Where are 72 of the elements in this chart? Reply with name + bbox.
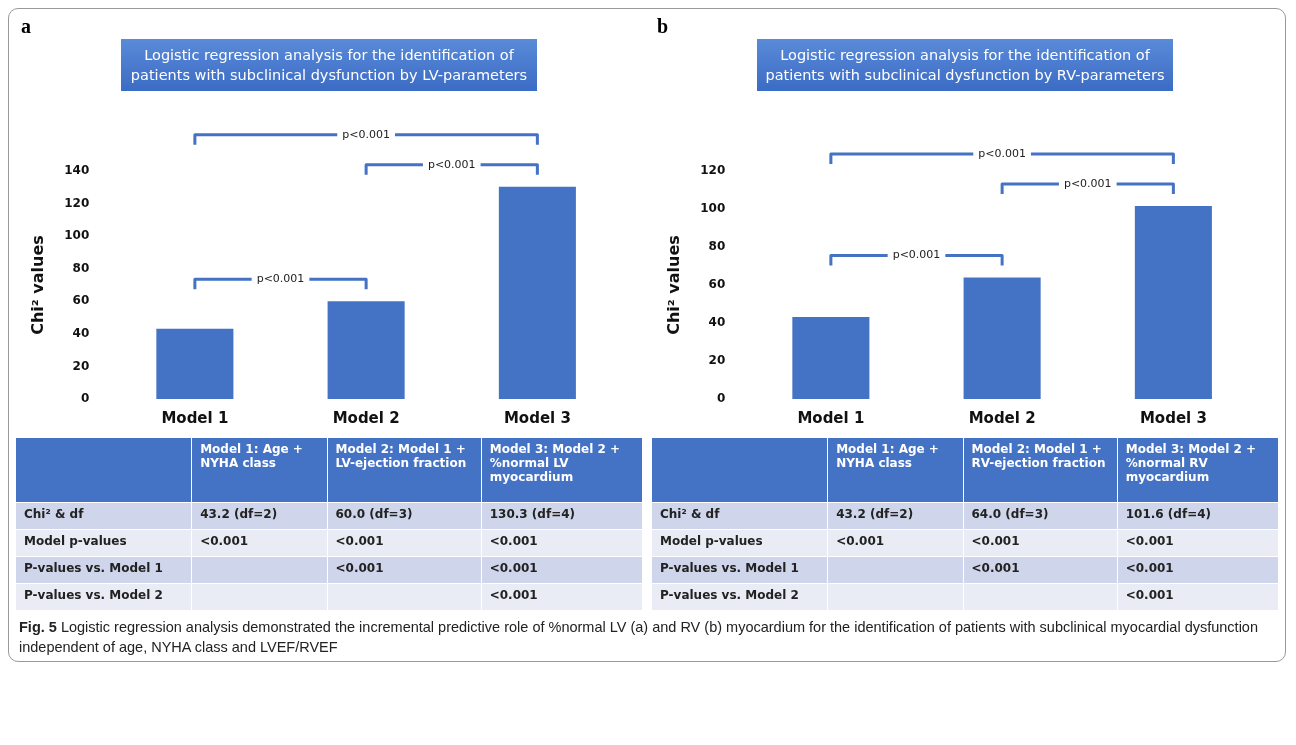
y-tick-label: 100	[64, 228, 90, 243]
text: <0.001	[481, 556, 643, 584]
data-label: 64.0 (df=3)	[963, 502, 1118, 530]
text: p<0.001	[978, 146, 1026, 160]
bar	[963, 277, 1041, 399]
annotation: p<0.001	[256, 272, 305, 286]
y-tick-label: 80	[72, 260, 90, 275]
y-tick-label: 120	[700, 163, 726, 178]
y-tick-label: 40	[72, 325, 90, 340]
x-tick-label: Model 3	[503, 408, 571, 427]
chart-title: Logistic regression analysis for the identification of patients with subclinical dysfunction by LV-parameters	[121, 39, 537, 91]
y-tick-label: 0	[716, 391, 726, 406]
bar	[1134, 205, 1212, 399]
text: <0.001	[827, 529, 964, 557]
y-tick-label: 140	[64, 163, 90, 178]
text: Model p-values	[651, 529, 828, 557]
chart-title: Logistic regression analysis for the identification of patients with subclinical dysfunction by RV-parameters	[757, 39, 1173, 91]
annotation: p<0.001	[1063, 176, 1112, 190]
text: <0.001	[481, 583, 643, 611]
y-axis-title: Chi² values	[663, 235, 683, 335]
x-tick-label: Model 2	[968, 408, 1036, 427]
text: <0.001	[1117, 529, 1279, 557]
bar	[327, 301, 405, 399]
text: <0.001	[327, 556, 482, 584]
text: P-values vs. Model 2	[15, 583, 192, 611]
text: <0.001	[1117, 556, 1279, 584]
bar	[156, 328, 234, 399]
text: P-values vs. Model 1	[651, 556, 828, 584]
y-tick-label: 40	[708, 315, 726, 330]
bar	[498, 186, 576, 399]
y-tick-label: 120	[64, 195, 90, 210]
annotation: p<0.001	[427, 157, 476, 171]
text: a	[20, 15, 32, 37]
data-label: 101.6 (df=4)	[1117, 502, 1279, 530]
text: P-values vs. Model 1	[15, 556, 192, 584]
y-tick-label: 60	[708, 277, 726, 292]
text: <0.001	[191, 529, 328, 557]
data-label: 43.2 (df=2)	[191, 502, 328, 530]
text: Chi² & df	[15, 502, 192, 530]
y-tick-label: 60	[72, 293, 90, 308]
text: Model 3: Model 2 + %normal RV myocardium	[1117, 437, 1279, 503]
data-label: 60.0 (df=3)	[327, 502, 482, 530]
text: Model 2: Model 1 + LV-ejection fraction	[327, 437, 482, 503]
data-label: 43.2 (df=2)	[827, 502, 964, 530]
x-tick-label: Model 2	[332, 408, 400, 427]
text: <0.001	[963, 529, 1118, 557]
x-tick-label: Model 1	[797, 408, 865, 427]
text: Model 1: Age + NYHA class	[827, 437, 964, 503]
text: P-values vs. Model 2	[651, 583, 828, 611]
y-tick-label: 80	[708, 239, 726, 254]
caption: Fig. 5	[19, 619, 57, 635]
text: <0.001	[481, 529, 643, 557]
text: Chi² & df	[651, 502, 828, 530]
text: Model 2: Model 1 + RV-ejection fraction	[963, 437, 1118, 503]
text: <0.001	[1117, 583, 1279, 611]
text: <0.001	[963, 556, 1118, 584]
text: Model p-values	[15, 529, 192, 557]
y-tick-label: 0	[80, 391, 90, 406]
y-tick-label: 20	[72, 358, 90, 373]
text: <0.001	[327, 529, 482, 557]
text: Model 1: Age + NYHA class	[191, 437, 328, 503]
y-axis-title: Chi² values	[27, 235, 47, 335]
x-tick-label: Model 1	[161, 408, 229, 427]
text: p<0.001	[342, 127, 390, 141]
y-tick-label: 100	[700, 201, 726, 216]
y-tick-label: 20	[708, 353, 726, 368]
text: b	[656, 15, 670, 37]
x-tick-label: Model 3	[1139, 408, 1207, 427]
annotation: p<0.001	[892, 248, 941, 262]
data-label: 130.3 (df=4)	[481, 502, 643, 530]
text: Model 3: Model 2 + %normal LV myocardium	[481, 437, 643, 503]
bar	[792, 316, 870, 399]
